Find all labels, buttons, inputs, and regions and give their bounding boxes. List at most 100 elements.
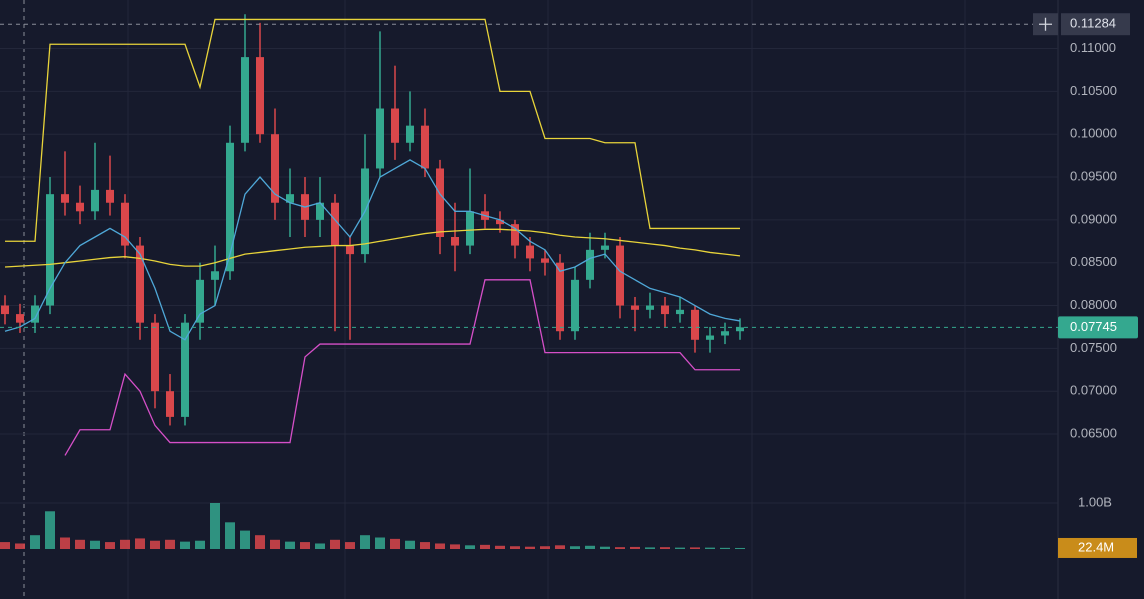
candle-body [436, 168, 444, 237]
volume-bar [330, 539, 340, 549]
candle-body [571, 279, 579, 332]
volume-bar [225, 522, 235, 549]
candle-body [241, 57, 249, 143]
candle-body [541, 258, 549, 263]
candle-body [76, 202, 84, 212]
volume-bar [555, 545, 565, 549]
volume-bar [285, 541, 295, 549]
volume-bar [150, 540, 160, 549]
volume-bar [705, 547, 715, 549]
y-tick-label: 0.08500 [1070, 254, 1117, 269]
y-tick-label: 0.08000 [1070, 297, 1117, 312]
candle-body [526, 245, 534, 259]
candle-body [166, 391, 174, 417]
volume-bar [525, 546, 535, 549]
volume-bar [195, 540, 205, 549]
volume-bar [615, 547, 625, 549]
volume-bar [600, 546, 610, 549]
volume-bar [180, 541, 190, 549]
volume-bar [660, 547, 670, 549]
y-tick-label: 0.10000 [1070, 126, 1117, 141]
candle-body [286, 194, 294, 203]
candle-body [151, 322, 159, 392]
candle-body [661, 305, 669, 315]
candle-body [736, 327, 744, 332]
last-price-badge [1058, 316, 1138, 339]
candle-body [496, 219, 504, 225]
volume-bar [315, 543, 325, 549]
candle-body [226, 142, 234, 272]
candle-body [61, 194, 69, 203]
candle-body [466, 211, 474, 246]
volume-bar [210, 503, 220, 549]
candle-body [556, 262, 564, 332]
candle-body [706, 335, 714, 340]
crosshair-plus-icon [1039, 17, 1052, 31]
candle-body [511, 224, 519, 246]
volume-bar [120, 539, 130, 549]
volume-bar [495, 545, 505, 549]
candle-body [451, 237, 459, 246]
y-tick-label: 0.09000 [1070, 211, 1117, 226]
candle-body [16, 314, 24, 323]
volume-bar [570, 546, 580, 549]
volume-bar [90, 540, 100, 549]
candle-body [136, 245, 144, 323]
volume-bar [465, 545, 475, 549]
indicator-line [64, 279, 740, 456]
candle-body [346, 245, 354, 255]
volume-bar [300, 542, 310, 549]
volume-bar [390, 538, 400, 549]
volume-bar [255, 535, 265, 549]
volume-bar [435, 543, 445, 549]
crosshair-badge [1061, 13, 1130, 36]
last-volume-badge [1058, 537, 1137, 558]
last-price-label: 0.07745 [1070, 319, 1117, 334]
y-tick-label: 0.07500 [1070, 340, 1117, 355]
candle-body [1, 305, 9, 315]
volume-bar [45, 511, 55, 549]
volume-bar [135, 538, 145, 549]
candle-body [121, 202, 129, 246]
candle-body [316, 202, 324, 220]
indicator-line [5, 18, 740, 242]
y-tick-label: 0.06500 [1070, 425, 1117, 440]
candle-body [211, 271, 219, 280]
candle-body [406, 125, 414, 143]
candle-body [691, 309, 699, 340]
volume-bar [675, 547, 685, 549]
volume-bar [690, 547, 700, 549]
volume-bar [645, 547, 655, 549]
candle-body [181, 322, 189, 417]
volume-bar [75, 539, 85, 549]
volume-tick-label: 1.00B [1078, 494, 1112, 509]
volume-bar [360, 535, 370, 549]
volume-bar [0, 542, 10, 549]
y-tick-label: 0.10500 [1070, 83, 1117, 98]
candle-body [616, 245, 624, 306]
y-tick-label: 0.09500 [1070, 168, 1117, 183]
volume-bar [270, 539, 280, 549]
indicator-line [4, 159, 741, 341]
volume-bar [510, 546, 520, 549]
y-tick-label: 0.11000 [1070, 40, 1116, 55]
candle-body [46, 194, 54, 306]
volume-bar [15, 543, 25, 549]
candle-body [31, 305, 39, 323]
volume-bar [105, 542, 115, 549]
candle-body [106, 189, 114, 203]
candle-body [271, 134, 279, 203]
volume-bar [165, 539, 175, 549]
volume-bar [720, 547, 730, 549]
volume-bar [375, 537, 385, 549]
candle-body [421, 125, 429, 169]
volume-bar [240, 530, 250, 549]
indicator-line [4, 228, 741, 268]
candle-body [586, 249, 594, 280]
volume-bar [585, 545, 595, 549]
candle-body [91, 189, 99, 212]
volume-bar [420, 542, 430, 549]
volume-bar [60, 537, 70, 549]
